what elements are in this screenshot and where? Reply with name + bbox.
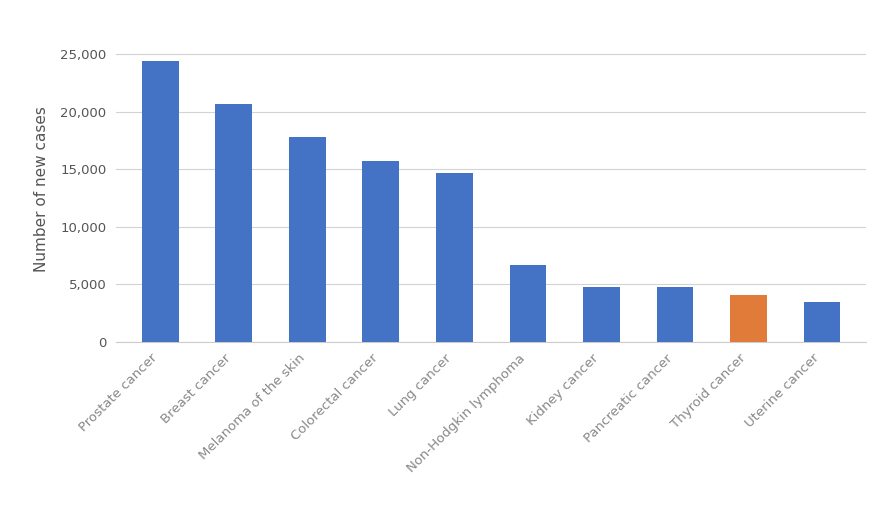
Bar bbox=[215, 104, 252, 342]
Bar bbox=[804, 301, 840, 342]
Bar bbox=[436, 173, 472, 342]
Y-axis label: Number of new cases: Number of new cases bbox=[34, 106, 49, 272]
Bar bbox=[583, 287, 620, 342]
Bar bbox=[730, 295, 767, 342]
Bar bbox=[289, 137, 326, 342]
Bar bbox=[142, 61, 179, 342]
Bar bbox=[363, 161, 399, 342]
Bar bbox=[510, 265, 547, 342]
Bar bbox=[656, 287, 693, 342]
